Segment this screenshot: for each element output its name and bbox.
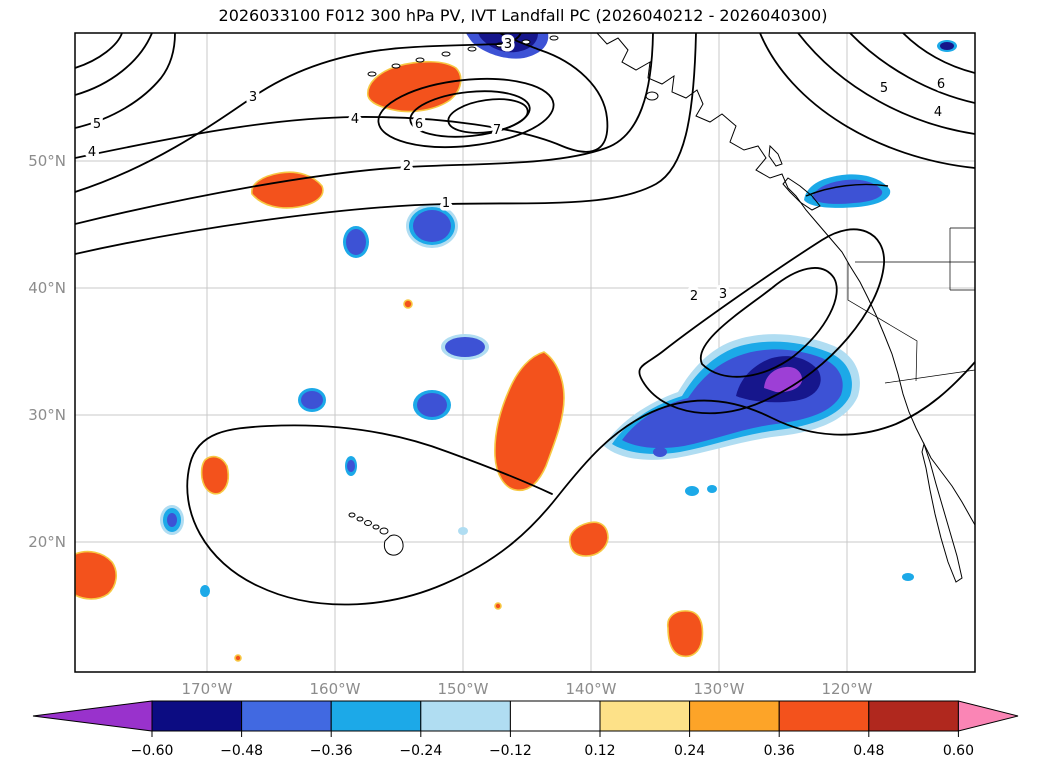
colorbar-right-arrow bbox=[957, 700, 1019, 732]
positive-anomaly-cells bbox=[75, 60, 704, 662]
chart-title: 2026033100 F012 300 hPa PV, IVT Landfall… bbox=[219, 6, 828, 25]
contour-label: 7 bbox=[493, 123, 501, 138]
colorbar-tick-label: 0.12 bbox=[584, 743, 615, 759]
lon-tick-130w: 130°W bbox=[694, 680, 745, 698]
lat-tick-50n: 50°N bbox=[28, 152, 66, 170]
colorbar-segment bbox=[420, 700, 511, 732]
colorbar: −0.60 −0.48 −0.36 −0.24 −0.12 0.12 0.24 0.36 0.4… bbox=[32, 700, 1019, 759]
vancouver-island bbox=[782, 177, 821, 211]
aleutian-islands bbox=[367, 35, 659, 101]
lat-tick-40n: 40°N bbox=[28, 279, 66, 297]
colorbar-tick-label: 0.60 bbox=[943, 743, 974, 759]
colorbar-segment bbox=[868, 700, 959, 732]
contour-label: 5 bbox=[93, 117, 101, 132]
state-borders bbox=[847, 227, 975, 384]
lat-tick-20n: 20°N bbox=[28, 533, 66, 551]
lon-tick-170w: 170°W bbox=[182, 680, 233, 698]
colorbar-segment bbox=[778, 700, 870, 732]
lat-tick-30n: 30°N bbox=[28, 406, 66, 424]
contour-label: 4 bbox=[351, 112, 359, 127]
lon-tick-120w: 120°W bbox=[822, 680, 873, 698]
colorbar-segment bbox=[330, 700, 422, 732]
haida-gwaii bbox=[768, 144, 783, 167]
coastlines bbox=[348, 33, 975, 583]
hawaiian-islands bbox=[348, 512, 404, 556]
colorbar-tick-label: −0.48 bbox=[220, 743, 263, 759]
contour-labels: 5 4 3 4 6 7 2 1 3 5 6 4 2 3 bbox=[84, 34, 948, 308]
map-frame bbox=[74, 32, 976, 673]
lon-tick-160w: 160°W bbox=[310, 680, 361, 698]
contour-label: 4 bbox=[88, 145, 96, 160]
colorbar-left-arrow bbox=[32, 700, 153, 732]
colorbar-segment bbox=[689, 700, 780, 732]
contour-label: 6 bbox=[937, 77, 945, 92]
colorbar-tick-label: 0.48 bbox=[853, 743, 884, 759]
contour-label: 2 bbox=[690, 289, 698, 304]
colorbar-segment bbox=[509, 700, 601, 732]
contour-label: 3 bbox=[504, 37, 512, 52]
contour-label: 3 bbox=[249, 90, 257, 105]
colorbar-segment bbox=[151, 700, 243, 732]
colorbar-segment bbox=[241, 700, 332, 732]
colorbar-tick-label: −0.12 bbox=[489, 743, 532, 759]
negative-anomaly-cells bbox=[160, 33, 957, 597]
contour-label: 4 bbox=[934, 105, 942, 120]
baja-peninsula bbox=[921, 442, 963, 583]
colorbar-tick-label: −0.36 bbox=[310, 743, 353, 759]
colorbar-segment bbox=[599, 700, 691, 732]
lon-tick-labels: 170°W 160°W 150°W 140°W 130°W 120°W bbox=[182, 680, 873, 698]
contour-label: 2 bbox=[403, 159, 411, 174]
contour-label: 6 bbox=[415, 117, 423, 132]
pv-contours bbox=[75, 33, 975, 606]
contour-label: 3 bbox=[719, 287, 727, 302]
colorbar-tick-label: 0.36 bbox=[764, 743, 795, 759]
map-panel: 5 4 3 4 6 7 2 1 3 5 6 4 2 3 50°N 40°N 30°N 20°N 170°W… bbox=[28, 32, 976, 698]
colorbar-tick-label: −0.60 bbox=[131, 743, 174, 759]
lat-tick-labels: 50°N 40°N 30°N 20°N bbox=[28, 152, 66, 551]
contour-label: 1 bbox=[442, 196, 450, 211]
colorbar-tick-label: −0.24 bbox=[399, 743, 442, 759]
lon-tick-150w: 150°W bbox=[438, 680, 489, 698]
contour-label: 5 bbox=[880, 81, 888, 96]
lon-tick-140w: 140°W bbox=[566, 680, 617, 698]
colorbar-tick-label: 0.24 bbox=[674, 743, 705, 759]
